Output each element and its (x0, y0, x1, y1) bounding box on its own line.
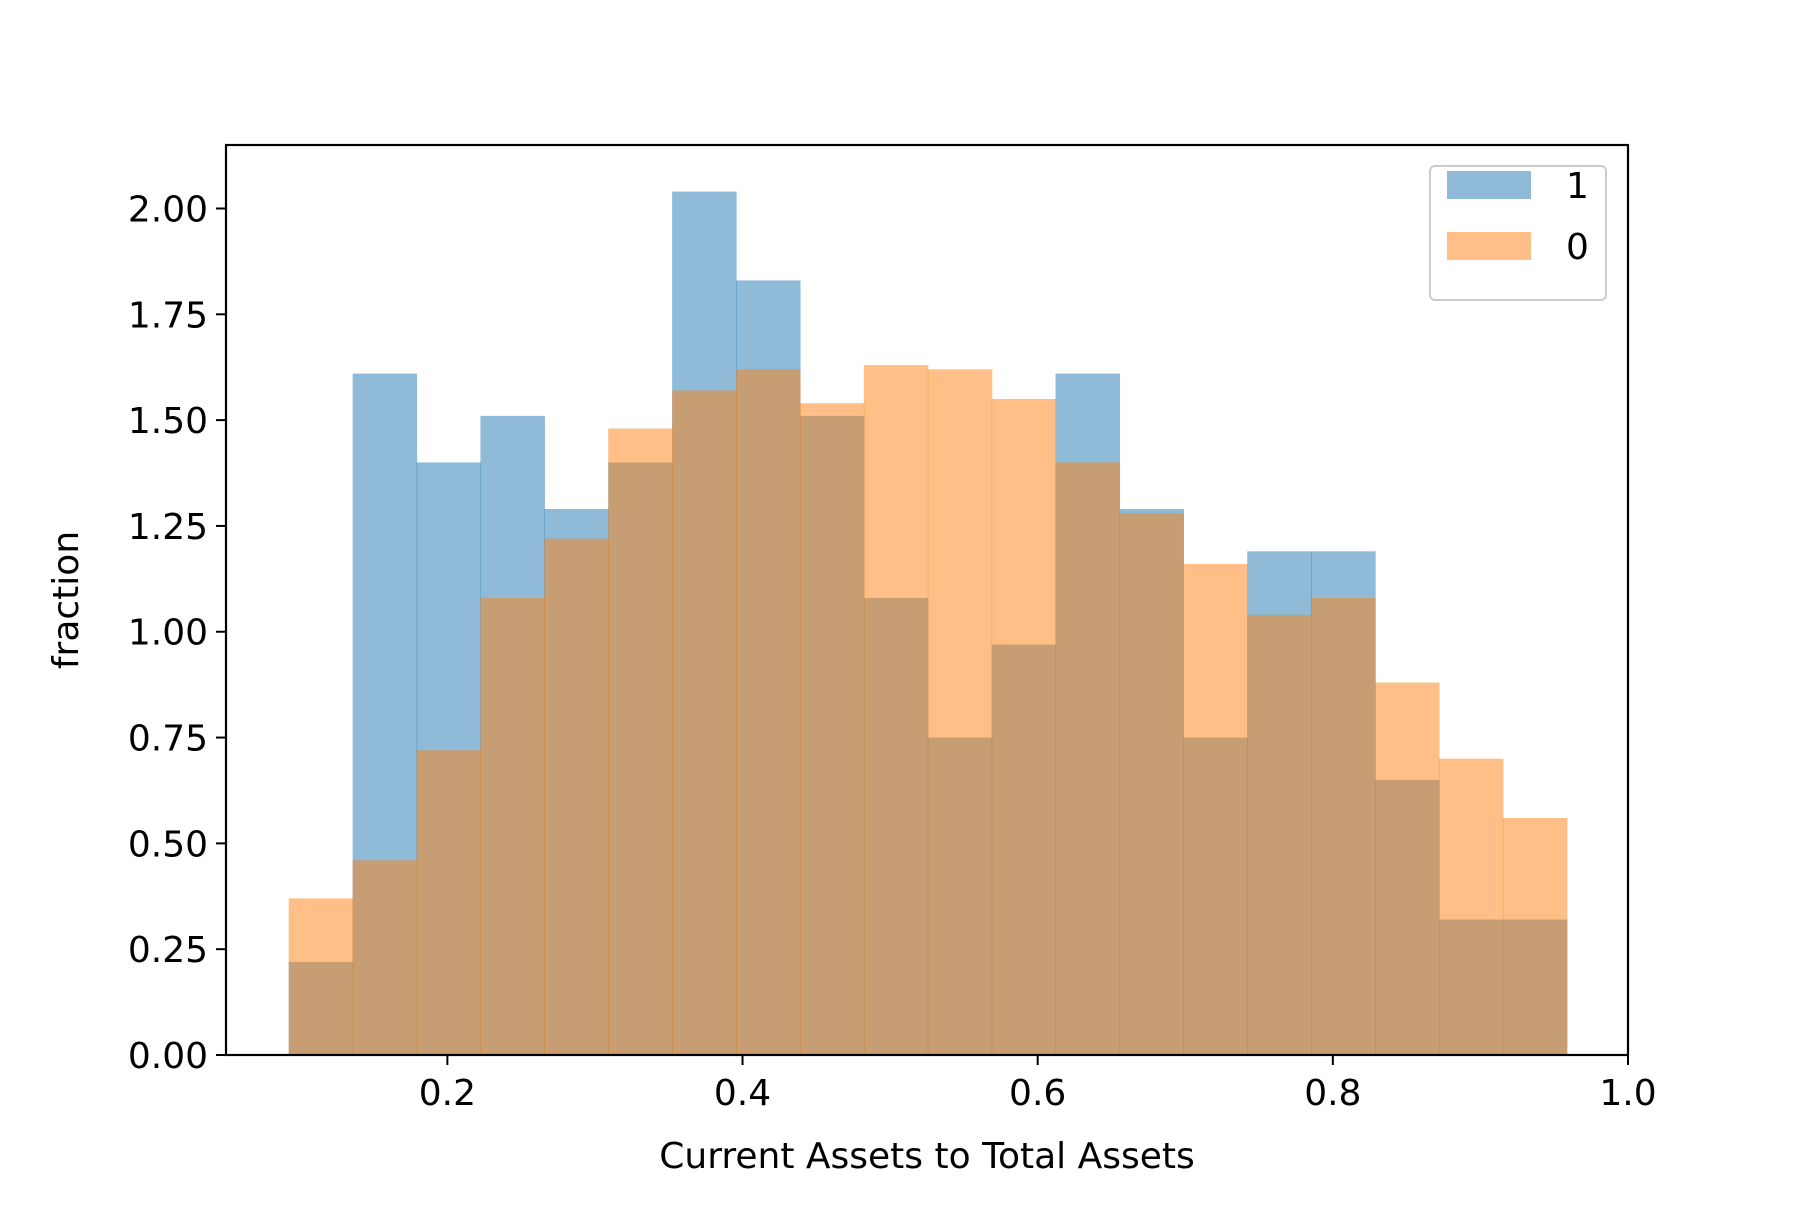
x-tick-label: 0.8 (1304, 1073, 1361, 1114)
y-tick-label: 2.00 (128, 189, 208, 230)
y-tick-label: 1.75 (128, 295, 208, 336)
bar-series-0-bin-8 (736, 369, 801, 1056)
legend-swatch-series-0 (1447, 232, 1531, 260)
bar-series-0-bin-2 (352, 860, 418, 1055)
y-tick-label: 0.75 (128, 719, 208, 760)
bar-series-0-bin-17 (1311, 597, 1376, 1055)
y-tick-label: 0.25 (128, 930, 208, 971)
legend: 1 0 (1429, 165, 1607, 301)
x-tick-label: 0.4 (714, 1073, 771, 1114)
bar-series-0-bin-1 (288, 898, 354, 1055)
bar-series-0-bin-20 (1502, 817, 1568, 1055)
bar-series-0-bin-16 (1247, 614, 1312, 1055)
bar-series-0-bin-10 (863, 365, 929, 1055)
bar-series-0-bin-7 (672, 390, 737, 1055)
bar-series-0-bin-11 (927, 369, 993, 1056)
y-tick-label: 1.25 (128, 507, 208, 548)
bar-series-0-bin-9 (799, 403, 865, 1055)
bar-series-0-bin-5 (544, 538, 609, 1055)
legend-label-series-1: 1 (1566, 166, 1589, 207)
y-tick-label: 1.50 (128, 401, 208, 442)
bar-series-0-bin-3 (416, 750, 482, 1055)
y-tick-label: 0.50 (128, 824, 208, 865)
bar-series-0-bin-13 (1055, 462, 1121, 1055)
x-axis-label: Current Assets to Total Assets (659, 1136, 1195, 1177)
legend-swatch-series-1 (1447, 171, 1531, 199)
bar-series-0-bin-19 (1438, 758, 1504, 1055)
x-axis-ticks: 0.2 0.4 0.6 0.8 1.0 (419, 1055, 1657, 1114)
x-tick-label: 1.0 (1599, 1073, 1656, 1114)
legend-label-series-0: 0 (1566, 227, 1589, 268)
y-axis-ticks: 0.00 0.25 0.50 0.75 1.00 1.25 1.50 1.75 2.00 (128, 189, 226, 1077)
y-axis-label: fraction (46, 531, 87, 669)
bar-series-0-bin-6 (608, 428, 673, 1055)
bars-layer (288, 191, 1568, 1056)
bar-series-0-bin-18 (1375, 682, 1440, 1055)
bar-series-0-bin-14 (1119, 513, 1184, 1055)
plot-frame (224, 143, 1630, 1057)
y-tick-label: 1.00 (128, 613, 208, 654)
y-tick-label: 0.00 (128, 1036, 208, 1077)
bar-series-0-bin-12 (991, 398, 1057, 1055)
bar-series-0-bin-15 (1183, 564, 1248, 1055)
x-tick-label: 0.6 (1009, 1073, 1066, 1114)
x-tick-label: 0.2 (419, 1073, 476, 1114)
bar-series-0-bin-4 (480, 597, 545, 1055)
